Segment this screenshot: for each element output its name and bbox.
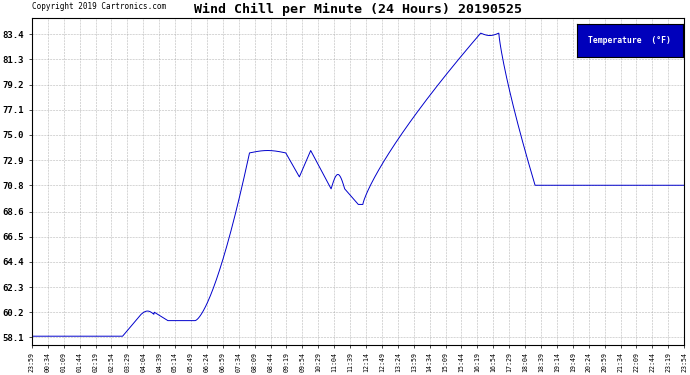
Text: Copyright 2019 Cartronics.com: Copyright 2019 Cartronics.com <box>32 2 166 11</box>
Title: Wind Chill per Minute (24 Hours) 20190525: Wind Chill per Minute (24 Hours) 2019052… <box>194 3 522 16</box>
